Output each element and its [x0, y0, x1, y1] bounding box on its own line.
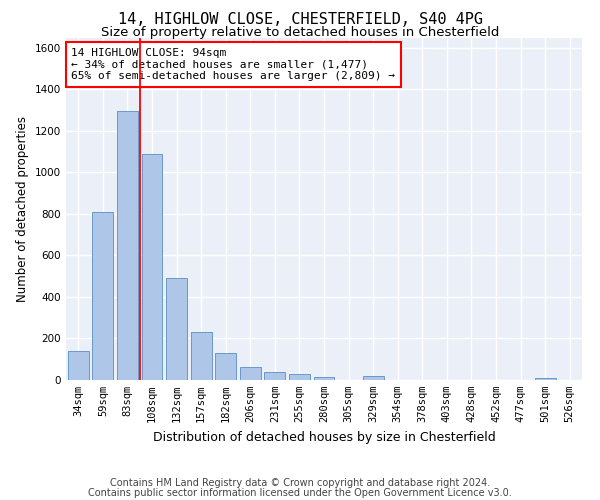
- Bar: [68, 351, 89, 380]
- Bar: [265, 372, 286, 380]
- Y-axis label: Number of detached properties: Number of detached properties: [16, 116, 29, 302]
- Bar: [240, 366, 261, 380]
- Bar: [362, 376, 383, 380]
- X-axis label: Distribution of detached houses by size in Chesterfield: Distribution of detached houses by size …: [152, 430, 496, 444]
- Text: Size of property relative to detached houses in Chesterfield: Size of property relative to detached ho…: [101, 26, 499, 39]
- Text: Contains HM Land Registry data © Crown copyright and database right 2024.: Contains HM Land Registry data © Crown c…: [110, 478, 490, 488]
- Bar: [535, 378, 556, 380]
- Bar: [215, 353, 236, 380]
- Text: 14, HIGHLOW CLOSE, CHESTERFIELD, S40 4PG: 14, HIGHLOW CLOSE, CHESTERFIELD, S40 4PG: [118, 12, 482, 28]
- Text: Contains public sector information licensed under the Open Government Licence v3: Contains public sector information licen…: [88, 488, 512, 498]
- Bar: [117, 111, 138, 380]
- Text: 14 HIGHLOW CLOSE: 94sqm
← 34% of detached houses are smaller (1,477)
65% of semi: 14 HIGHLOW CLOSE: 94sqm ← 34% of detache…: [71, 48, 395, 81]
- Bar: [314, 377, 334, 380]
- Bar: [92, 212, 113, 380]
- Bar: [166, 278, 187, 380]
- Bar: [289, 374, 310, 380]
- Bar: [142, 154, 163, 380]
- Bar: [191, 332, 212, 380]
